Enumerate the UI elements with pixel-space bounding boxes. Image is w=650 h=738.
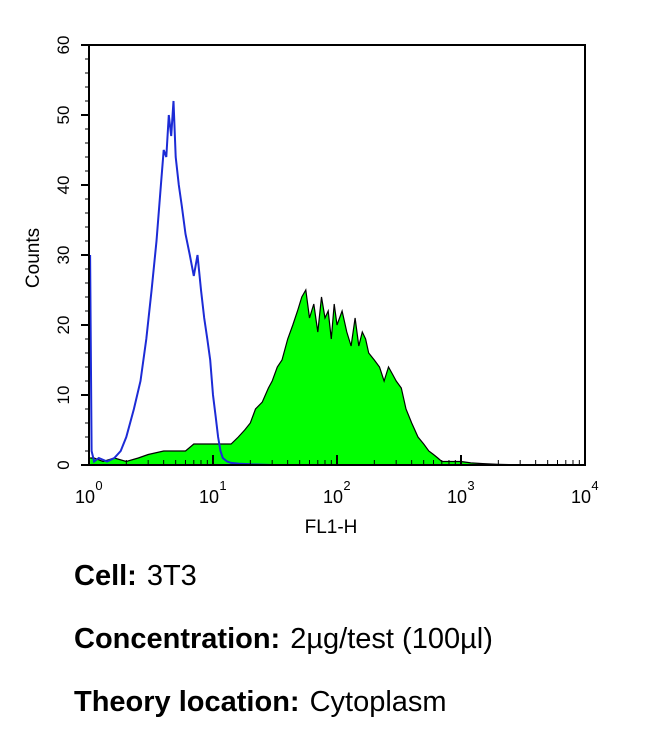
x-tick-label: 10 [75, 487, 95, 507]
caption-concentration-value: 2µg/test (100µl) [290, 623, 493, 655]
y-tick-label: 50 [54, 106, 73, 125]
x-tick-exponent: 0 [95, 478, 102, 493]
caption-theory-location-value: Cytoplasm [309, 686, 447, 718]
caption-cell-key: Cell: [74, 560, 137, 592]
y-tick-label: 20 [54, 316, 73, 335]
x-axis-label: FL1-H [305, 517, 358, 538]
y-tick-label: 0 [54, 460, 73, 469]
filled-histogram-area [90, 290, 583, 465]
x-tick-exponent: 2 [343, 478, 350, 493]
caption-cell-value: 3T3 [146, 560, 197, 592]
y-tick-label: 30 [54, 246, 73, 265]
caption-concentration: Concentration: 2µg/test (100µl) [74, 623, 493, 656]
filled-histogram-edge [90, 288, 583, 466]
x-tick-exponent: 4 [591, 478, 598, 493]
x-tick-label: 10 [323, 487, 343, 507]
y-tick-label: 60 [54, 36, 73, 55]
x-tick-label: 10 [571, 487, 591, 507]
caption-cell: Cell: 3T3 [74, 560, 197, 593]
x-tick-label: 10 [199, 487, 219, 507]
y-axis-label: Counts [23, 228, 44, 288]
caption-theory-location-key: Theory location: [74, 686, 300, 718]
y-tick-label: 10 [54, 386, 73, 405]
caption-theory-location: Theory location: Cytoplasm [74, 686, 447, 719]
series-layer [89, 100, 583, 466]
x-tick-exponent: 3 [467, 478, 474, 493]
x-tick-label: 10 [447, 487, 467, 507]
x-tick-exponent: 1 [219, 478, 226, 493]
y-tick-label: 40 [54, 176, 73, 195]
control-histogram-line [89, 100, 583, 466]
caption-concentration-key: Concentration: [74, 623, 281, 655]
